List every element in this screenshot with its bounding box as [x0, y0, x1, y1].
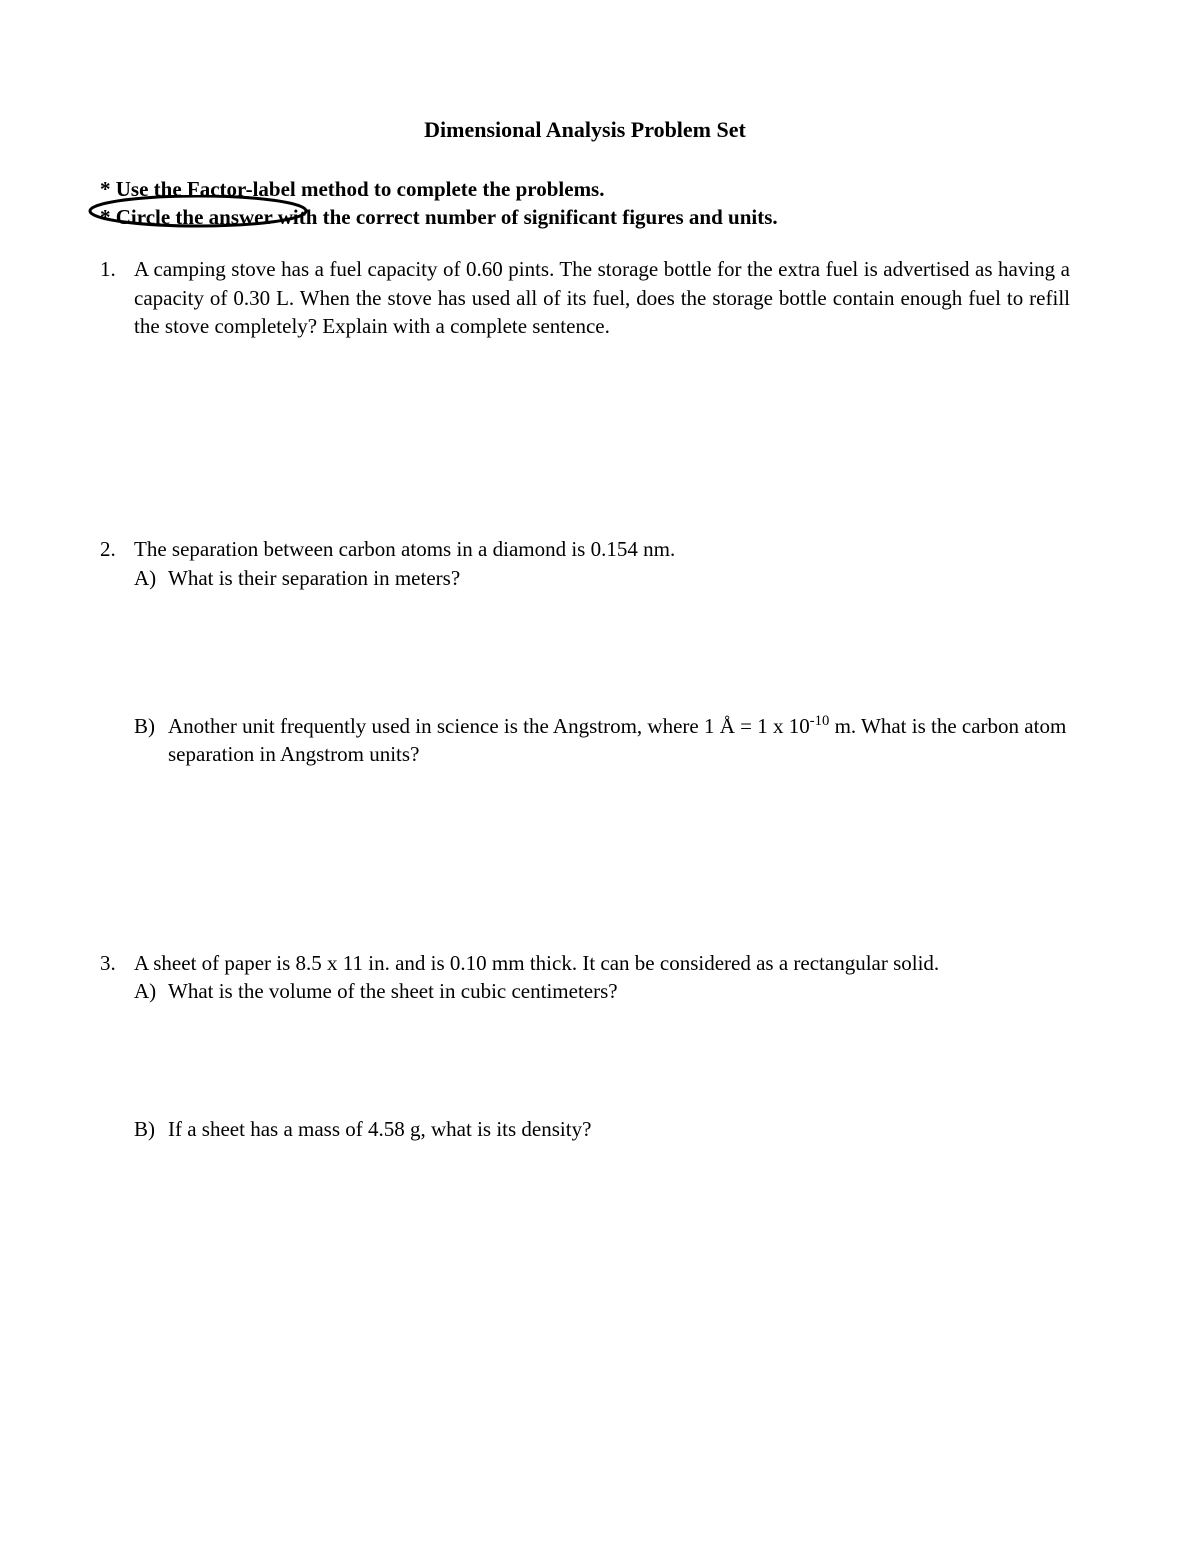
- instruction-2-prefix: *: [100, 205, 116, 229]
- problem-2b: B) Another unit frequently used in scien…: [134, 712, 1070, 769]
- problem-2a-text: What is their separation in meters?: [168, 564, 1070, 592]
- problem-3b: B) If a sheet has a mass of 4.58 g, what…: [134, 1115, 1070, 1143]
- workspace-gap: [100, 380, 1070, 535]
- problem-3a: A) What is the volume of the sheet in cu…: [134, 977, 1070, 1005]
- workspace-gap: [100, 1005, 1070, 1115]
- worksheet-page: Dimensional Analysis Problem Set * Use t…: [0, 0, 1200, 1553]
- page-title: Dimensional Analysis Problem Set: [100, 115, 1070, 145]
- problems-list: 1. A camping stove has a fuel capacity o…: [100, 255, 1070, 1143]
- problem-2a: A) What is their separation in meters?: [134, 564, 1070, 592]
- problem-3a-text: What is the volume of the sheet in cubic…: [168, 977, 1070, 1005]
- problem-1-text: A camping stove has a fuel capacity of 0…: [134, 255, 1070, 340]
- workspace-gap: [100, 809, 1070, 949]
- problem-3: 3. A sheet of paper is 8.5 x 11 in. and …: [100, 949, 1070, 1144]
- problem-2b-text: Another unit frequently used in science …: [168, 712, 1070, 769]
- problem-3-number: 3.: [100, 949, 134, 977]
- workspace-gap: [100, 592, 1070, 712]
- instruction-line-1: * Use the Factor-label method to complet…: [100, 175, 1070, 203]
- problem-2b-label: B): [134, 712, 168, 740]
- instruction-line-2: * Circle the answer with the correct num…: [100, 203, 1070, 231]
- instructions-block: * Use the Factor-label method to complet…: [100, 175, 1070, 232]
- problem-2-text: The separation between carbon atoms in a…: [134, 535, 1070, 563]
- problem-2: 2. The separation between carbon atoms i…: [100, 535, 1070, 768]
- problem-2a-label: A): [134, 564, 168, 592]
- problem-3b-label: B): [134, 1115, 168, 1143]
- problem-2b-exponent: -10: [810, 713, 830, 729]
- problem-1-number: 1.: [100, 255, 134, 283]
- problem-3b-text: If a sheet has a mass of 4.58 g, what is…: [168, 1115, 1070, 1143]
- problem-3-text: A sheet of paper is 8.5 x 11 in. and is …: [134, 949, 1070, 977]
- instruction-2-suffix: with the correct number of significant f…: [272, 205, 777, 229]
- problem-2b-text-before: Another unit frequently used in science …: [168, 714, 810, 738]
- problem-1: 1. A camping stove has a fuel capacity o…: [100, 255, 1070, 340]
- problem-3a-label: A): [134, 977, 168, 1005]
- instruction-2-circled: Circle the answer: [116, 205, 273, 229]
- problem-2-number: 2.: [100, 535, 134, 563]
